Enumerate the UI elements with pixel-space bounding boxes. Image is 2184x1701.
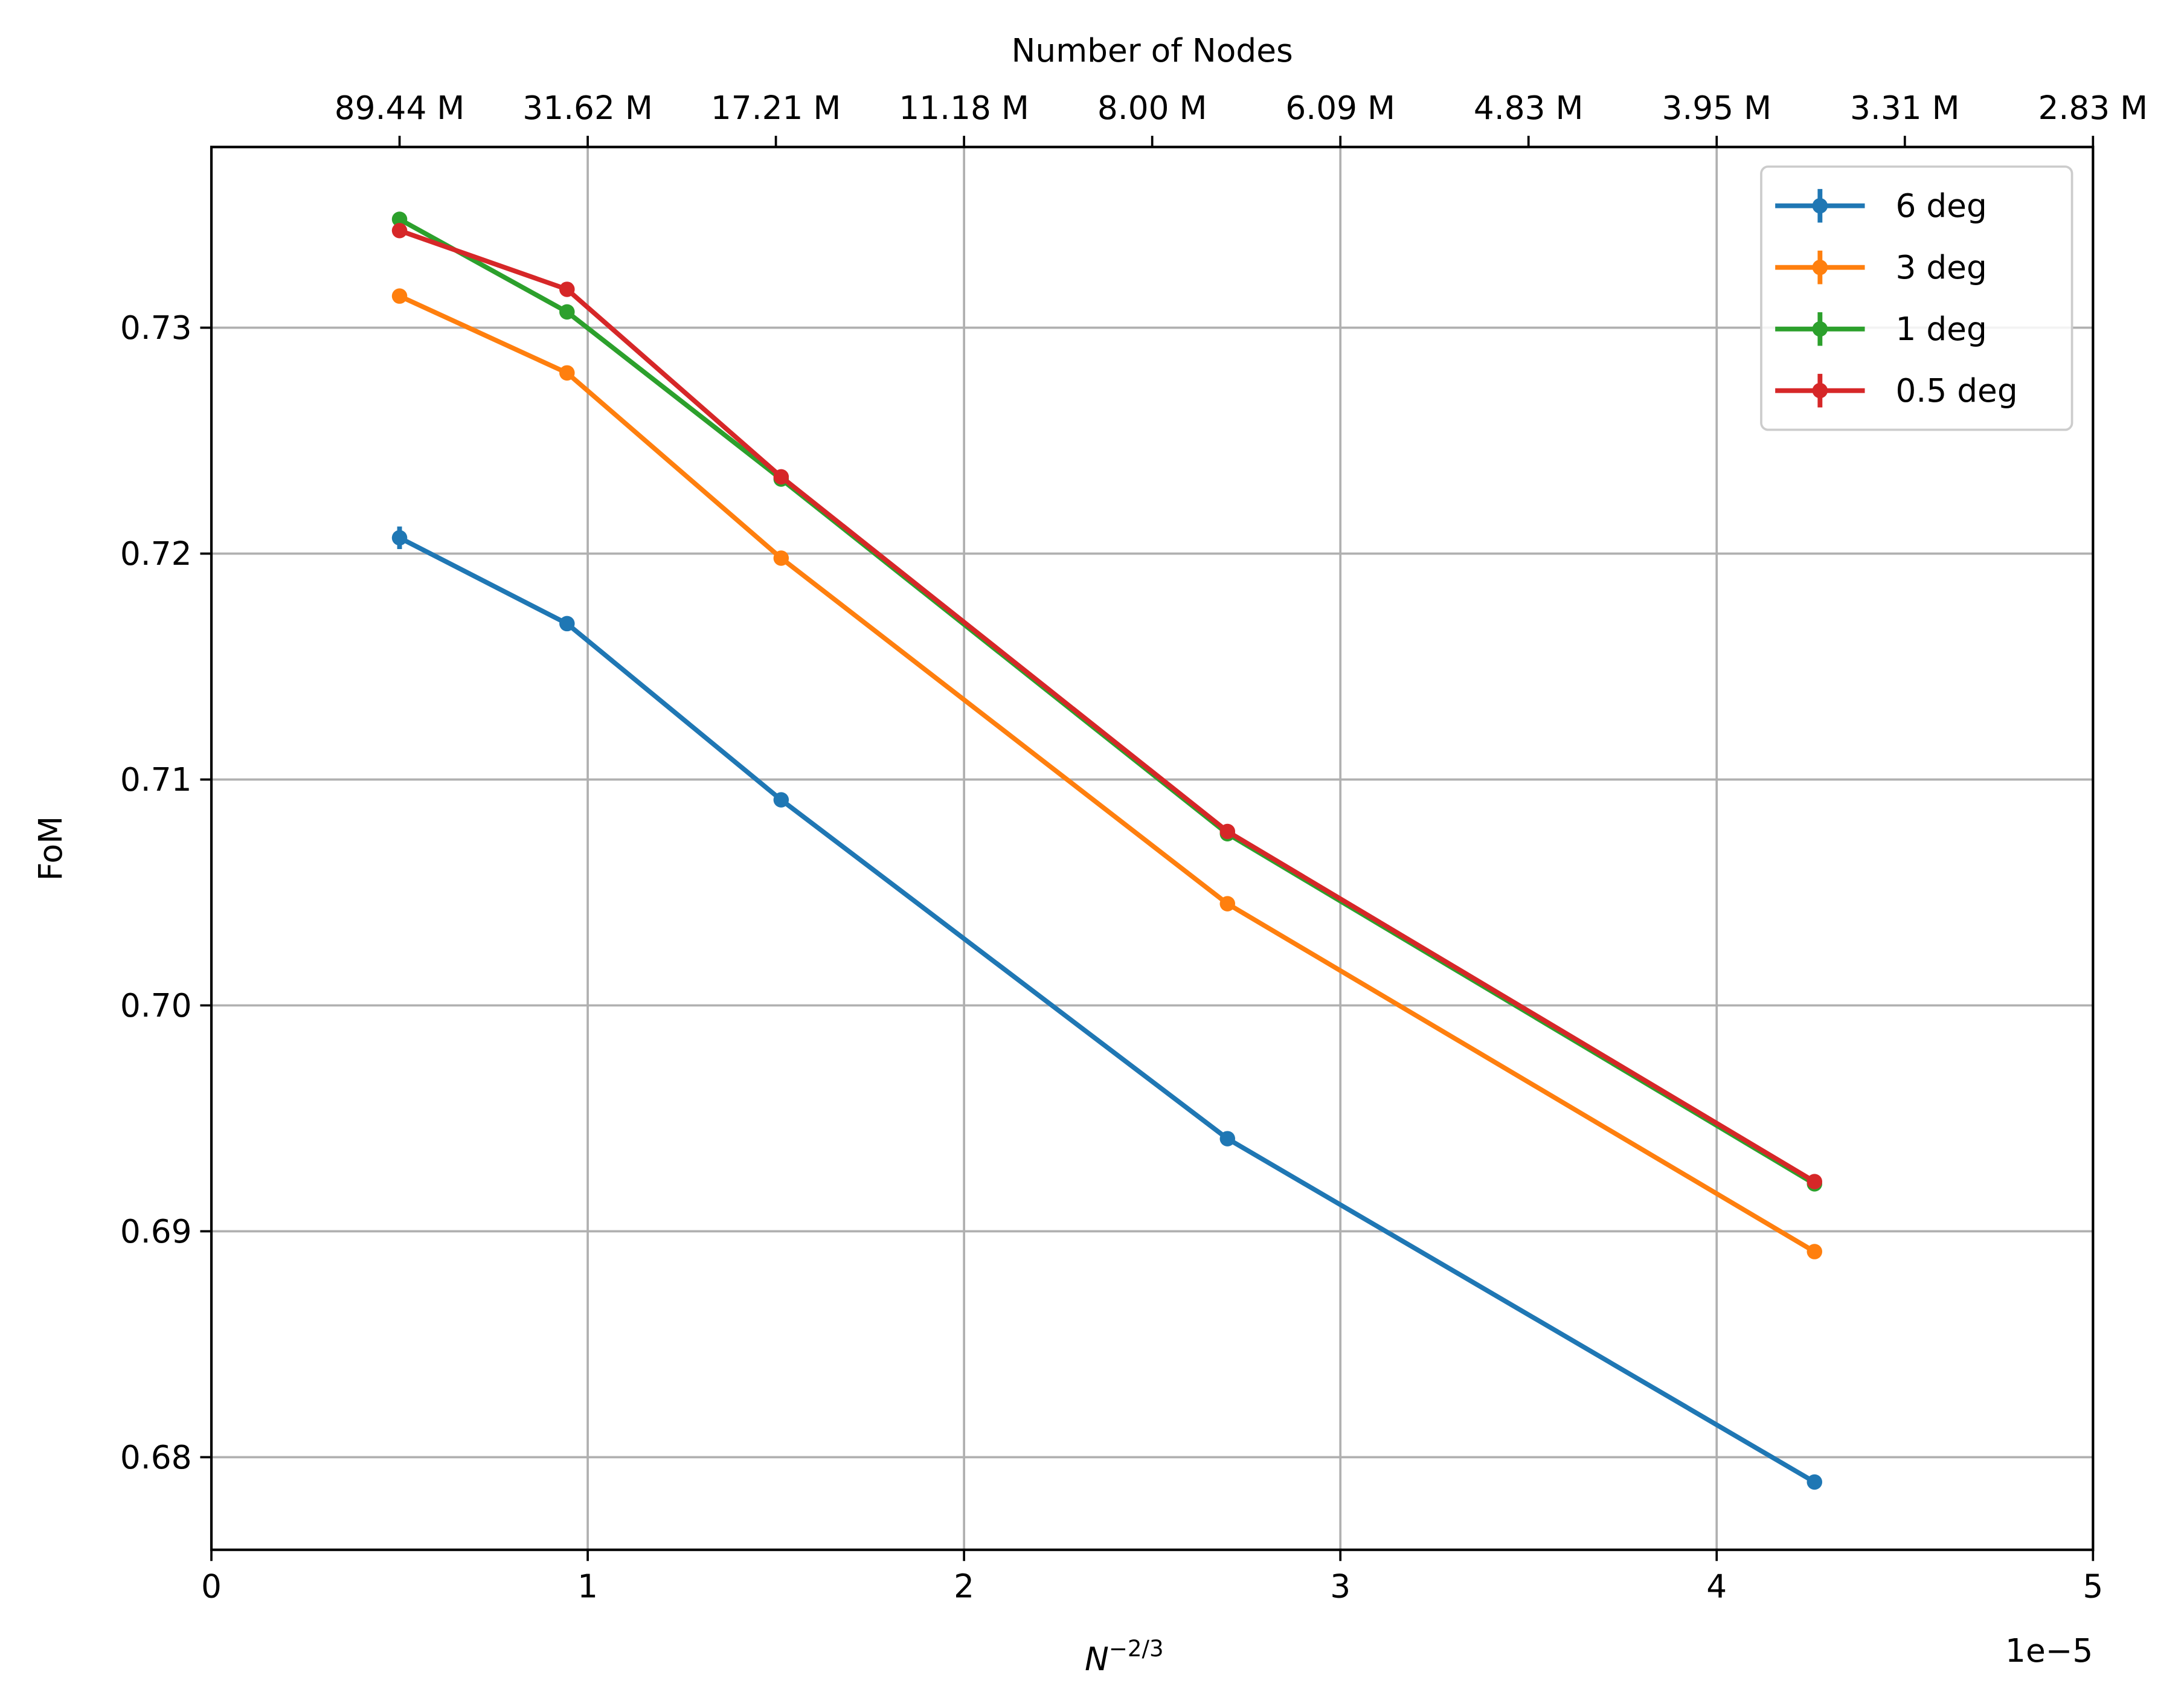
- legend-marker: [1812, 198, 1828, 214]
- series-line-1-deg: [398, 217, 1816, 1186]
- data-point: [559, 304, 575, 320]
- x-tick-label: 0: [201, 1568, 222, 1605]
- y-axis-label: FoM: [32, 816, 69, 881]
- legend-box: [1760, 165, 2073, 431]
- x-tick-label: 3: [1330, 1568, 1351, 1605]
- series-line-3-deg: [398, 294, 1816, 1254]
- y-tick-label: 0.71: [120, 761, 192, 799]
- legend-label: 1 deg: [1896, 310, 1987, 348]
- data-point: [559, 616, 575, 632]
- y-tick-label: 0.73: [120, 309, 192, 347]
- y-tick-label: 0.72: [120, 535, 192, 573]
- data-point: [1219, 896, 1236, 912]
- legend-marker: [1812, 382, 1828, 399]
- data-point: [1807, 1474, 1823, 1490]
- data-point: [391, 211, 408, 227]
- legend-marker: [1812, 321, 1828, 337]
- x-tick-label: 4: [1706, 1568, 1727, 1605]
- top-x-tick-label: 3.31 M: [1850, 89, 1960, 127]
- top-x-tick-label: 17.21 M: [711, 89, 841, 127]
- data-point: [773, 792, 789, 808]
- data-point: [773, 469, 789, 485]
- x-tick-label: 1: [577, 1568, 598, 1605]
- top-axis-label: Number of Nodes: [1012, 32, 1293, 69]
- top-x-tick-label: 3.95 M: [1662, 89, 1771, 127]
- x-axis-label: N−2/3: [1085, 1636, 1164, 1678]
- data-point: [1219, 1131, 1236, 1146]
- top-x-tick-label: 8.00 M: [1097, 89, 1207, 127]
- top-x-tick-label: 6.09 M: [1285, 89, 1395, 127]
- top-x-tick-label: 31.62 M: [522, 89, 653, 127]
- data-point: [391, 530, 408, 546]
- legend-label: 0.5 deg: [1896, 372, 2018, 410]
- x-offset-label: 1e−5: [2005, 1632, 2093, 1670]
- x-tick-label: 2: [954, 1568, 974, 1605]
- data-point: [559, 281, 575, 297]
- y-tick-label: 0.70: [120, 987, 192, 1024]
- plot-frame: [210, 146, 2095, 1551]
- top-x-tick-label: 11.18 M: [899, 89, 1029, 127]
- legend-label: 3 deg: [1896, 249, 1987, 286]
- legend-label: 6 deg: [1896, 187, 1987, 225]
- series-line-0-5-deg: [399, 228, 1816, 1184]
- legend-marker: [1812, 259, 1828, 275]
- top-x-tick-label: 2.83 M: [2038, 89, 2148, 127]
- y-tick-label: 0.68: [120, 1439, 192, 1476]
- series-line-6-deg: [398, 535, 1816, 1484]
- data-point: [773, 550, 789, 566]
- data-point: [1807, 1244, 1823, 1259]
- data-point: [1807, 1174, 1823, 1189]
- top-x-tick-label: 89.44 M: [335, 89, 465, 127]
- top-x-tick-label: 4.83 M: [1474, 89, 1584, 127]
- data-point: [391, 288, 408, 304]
- data-point: [1219, 823, 1236, 840]
- x-tick-label: 5: [2083, 1568, 2103, 1605]
- data-point: [391, 222, 408, 239]
- y-tick-label: 0.69: [120, 1213, 192, 1250]
- data-point: [559, 365, 575, 381]
